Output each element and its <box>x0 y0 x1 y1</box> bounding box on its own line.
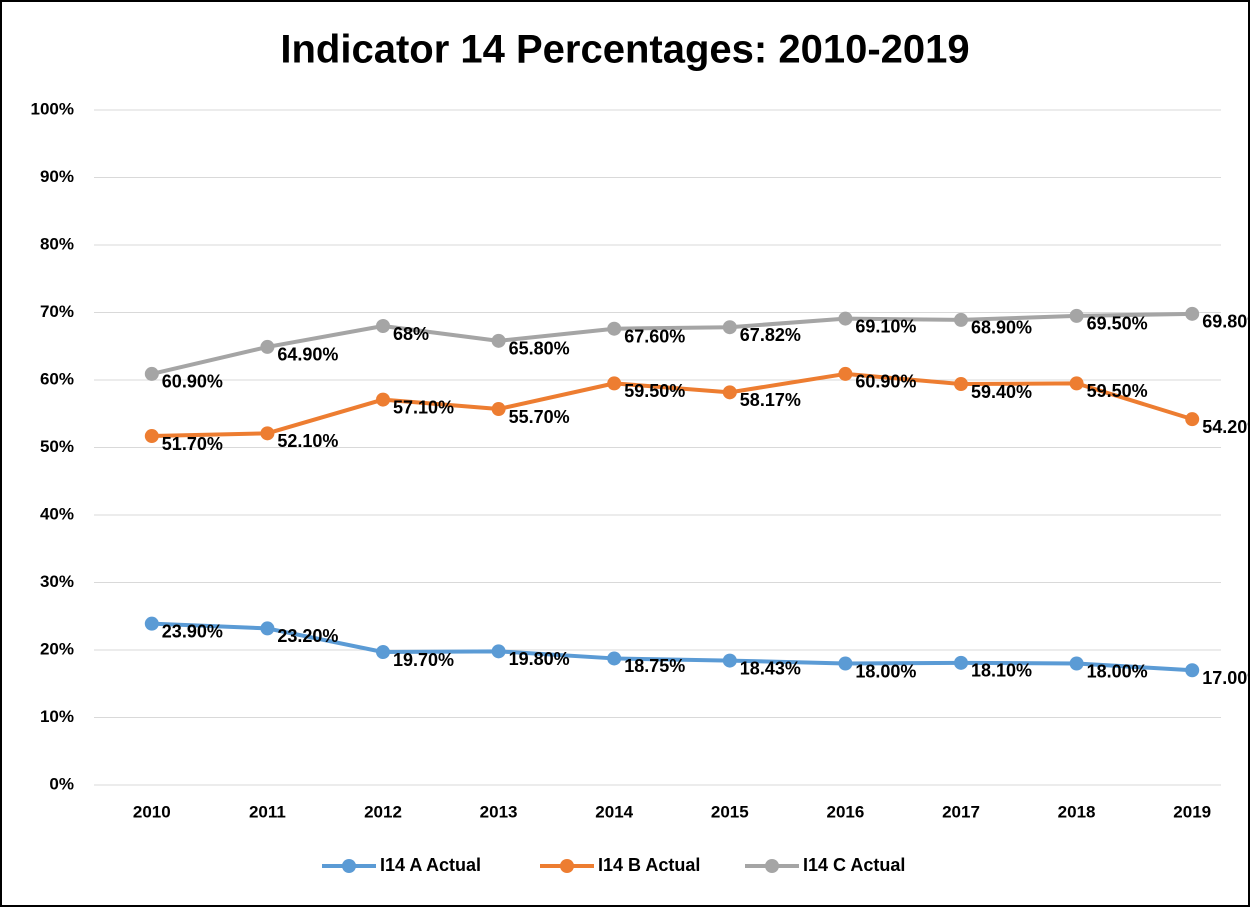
data-point <box>491 333 506 348</box>
data-label: 69.80% <box>1202 312 1250 332</box>
data-label: 54.20% <box>1202 417 1250 437</box>
data-point <box>491 644 506 659</box>
data-label: 58.17% <box>740 390 801 410</box>
legend-marker <box>342 859 356 873</box>
data-point <box>954 655 968 670</box>
data-point <box>838 656 853 671</box>
data-label: 18.00% <box>1087 661 1148 681</box>
y-tick-label: 0% <box>49 774 74 793</box>
data-label: 19.70% <box>393 650 454 670</box>
data-point <box>144 616 159 631</box>
y-tick-label: 40% <box>40 504 74 523</box>
y-tick-label: 60% <box>40 369 74 388</box>
legend-label: I14 C Actual <box>803 855 905 875</box>
data-label: 68% <box>393 324 429 344</box>
data-label: 64.90% <box>277 345 338 365</box>
data-point <box>260 426 275 441</box>
data-label: 18.00% <box>855 661 916 681</box>
data-label: 57.10% <box>393 397 454 417</box>
x-tick-label: 2017 <box>942 802 980 821</box>
data-point <box>144 366 159 381</box>
legend-label: I14 A Actual <box>380 855 481 875</box>
y-tick-label: 90% <box>40 167 74 186</box>
x-tick-label: 2013 <box>480 802 518 821</box>
chart-title: Indicator 14 Percentages: 2010-2019 <box>280 28 969 72</box>
data-label: 18.75% <box>624 656 685 676</box>
series-line <box>151 621 1193 673</box>
data-point <box>954 377 968 392</box>
data-label: 59.50% <box>1087 381 1148 401</box>
data-label: 69.50% <box>1087 314 1148 334</box>
data-point <box>838 311 853 326</box>
x-tick-label: 2011 <box>249 802 286 821</box>
data-point <box>1185 663 1200 678</box>
data-point <box>607 651 622 666</box>
data-label: 67.60% <box>624 326 685 346</box>
data-point <box>1069 308 1084 323</box>
legend-marker <box>765 859 779 873</box>
data-label: 55.70% <box>509 407 570 427</box>
data-label: 69.10% <box>855 316 916 336</box>
data-label: 67.82% <box>740 325 801 345</box>
data-point <box>376 392 390 407</box>
y-tick-label: 80% <box>40 234 74 253</box>
data-label: 59.50% <box>624 381 685 401</box>
data-point <box>260 339 275 354</box>
y-tick-label: 70% <box>40 302 74 321</box>
data-label: 19.80% <box>509 649 570 669</box>
data-point <box>1069 656 1084 671</box>
data-label: 52.10% <box>277 431 338 451</box>
x-tick-label: 2015 <box>711 802 749 821</box>
y-tick-label: 50% <box>40 437 74 456</box>
y-tick-label: 100% <box>31 99 74 118</box>
data-label: 51.70% <box>162 434 223 454</box>
data-point <box>376 645 390 660</box>
data-point <box>722 653 737 668</box>
y-tick-label: 20% <box>40 639 74 658</box>
data-point <box>144 429 159 444</box>
series-line <box>151 371 1193 439</box>
legend-marker <box>560 859 574 873</box>
data-point <box>722 385 737 400</box>
x-tick-label: 2010 <box>133 802 171 821</box>
data-point <box>376 319 390 333</box>
data-point <box>838 366 853 381</box>
data-point <box>260 621 275 636</box>
data-point <box>1069 376 1084 391</box>
data-point <box>1185 412 1200 427</box>
data-point <box>722 320 737 335</box>
data-point <box>491 402 506 417</box>
x-tick-label: 2012 <box>364 802 402 821</box>
data-label: 18.10% <box>971 661 1032 681</box>
data-point <box>607 376 622 391</box>
legend-label: I14 B Actual <box>598 855 700 875</box>
y-tick-label: 30% <box>40 572 74 591</box>
data-label: 65.80% <box>509 339 570 359</box>
data-label: 59.40% <box>971 382 1032 402</box>
x-tick-label: 2019 <box>1173 802 1211 821</box>
x-tick-label: 2014 <box>595 802 633 821</box>
data-label: 68.90% <box>971 318 1032 338</box>
series-line <box>151 311 1193 376</box>
data-label: 60.90% <box>162 372 223 392</box>
data-point <box>1185 306 1200 321</box>
y-tick-label: 10% <box>40 707 74 726</box>
data-label: 17.00% <box>1202 668 1250 688</box>
data-label: 18.43% <box>740 658 801 678</box>
x-tick-label: 2018 <box>1058 802 1096 821</box>
data-label: 23.90% <box>162 621 223 641</box>
data-label: 23.20% <box>277 626 338 646</box>
x-tick-label: 2016 <box>826 802 864 821</box>
data-point <box>607 321 622 336</box>
data-point <box>954 312 968 327</box>
data-label: 60.90% <box>855 372 916 392</box>
